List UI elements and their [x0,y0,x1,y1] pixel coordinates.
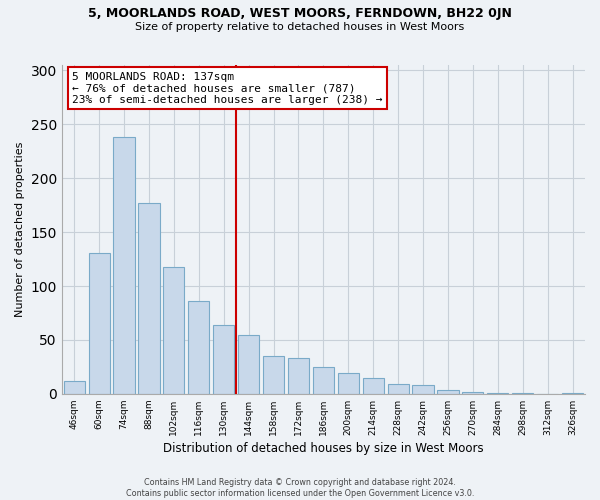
Bar [288,358,309,394]
Bar [139,203,160,394]
Bar [462,392,484,394]
Bar [163,266,184,394]
Bar [562,392,583,394]
Text: 5, MOORLANDS ROAD, WEST MOORS, FERNDOWN, BH22 0JN: 5, MOORLANDS ROAD, WEST MOORS, FERNDOWN,… [88,8,512,20]
Bar [89,252,110,394]
Bar [338,374,359,394]
Text: Contains HM Land Registry data © Crown copyright and database right 2024.
Contai: Contains HM Land Registry data © Crown c… [126,478,474,498]
Bar [412,385,434,394]
Bar [487,392,508,394]
Bar [238,334,259,394]
Bar [313,367,334,394]
Text: 5 MOORLANDS ROAD: 137sqm
← 76% of detached houses are smaller (787)
23% of semi-: 5 MOORLANDS ROAD: 137sqm ← 76% of detach… [72,72,383,105]
Bar [113,137,134,394]
Bar [512,392,533,394]
Bar [213,325,235,394]
X-axis label: Distribution of detached houses by size in West Moors: Distribution of detached houses by size … [163,442,484,455]
Bar [388,384,409,394]
Bar [437,390,458,394]
Bar [64,381,85,394]
Text: Size of property relative to detached houses in West Moors: Size of property relative to detached ho… [136,22,464,32]
Y-axis label: Number of detached properties: Number of detached properties [15,142,25,317]
Bar [263,356,284,394]
Bar [188,301,209,394]
Bar [362,378,384,394]
